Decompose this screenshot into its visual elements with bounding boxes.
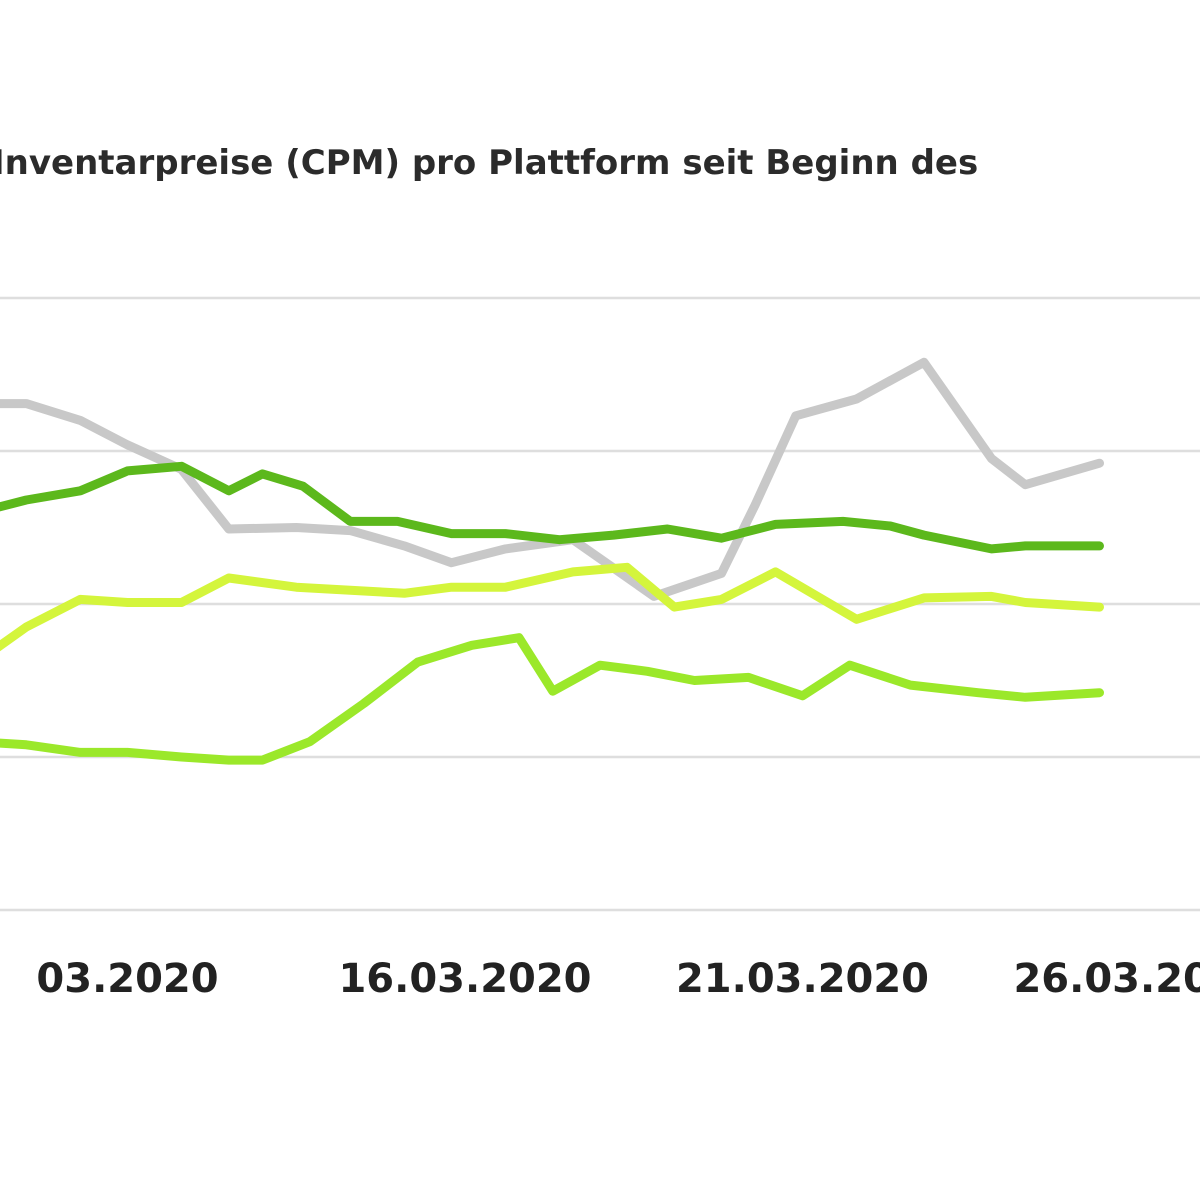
series-lines [0, 357, 1104, 765]
series-line-4 [0, 633, 1104, 765]
x-tick-label: 26.03.2020 [1013, 956, 1200, 1002]
series-line-1 [0, 357, 1104, 601]
x-tick-label: 03.2020 [36, 956, 218, 1002]
chart-title: Inventarpreise (CPM) pro Plattform seit … [0, 143, 978, 183]
x-axis-tick-labels: 03.2020 16.03.2020 21.03.2020 26.03.2020 [36, 956, 1200, 1002]
x-tick-label: 21.03.2020 [676, 956, 929, 1002]
x-tick-label: 16.03.2020 [338, 956, 591, 1002]
series-line-2 [0, 461, 1104, 554]
series-line-3 [0, 562, 1104, 652]
